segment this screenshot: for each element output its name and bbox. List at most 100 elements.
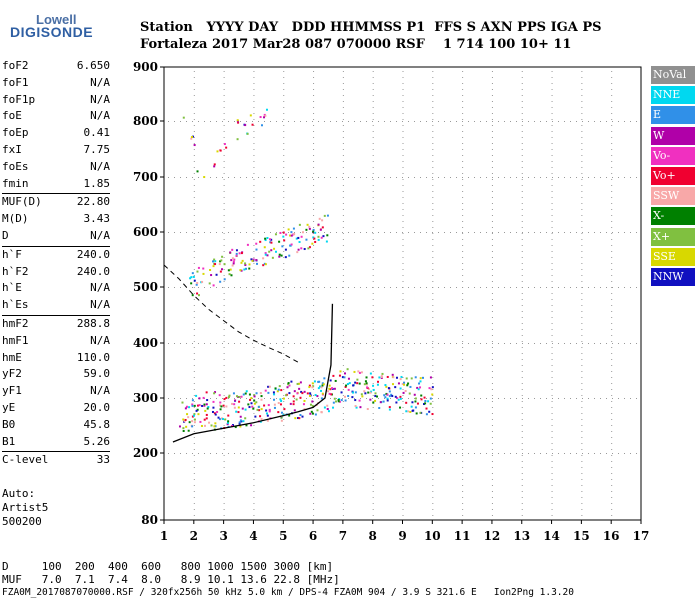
grid-dot bbox=[408, 232, 409, 233]
grid-dot bbox=[253, 431, 255, 432]
grid-dot bbox=[193, 389, 195, 390]
echo-point bbox=[297, 416, 300, 419]
grid-dot bbox=[223, 365, 225, 366]
grid-dot bbox=[318, 177, 319, 178]
grid-dot bbox=[283, 227, 285, 228]
grid-dot bbox=[372, 137, 374, 138]
grid-dot bbox=[342, 401, 344, 402]
grid-dot bbox=[396, 177, 397, 178]
auto-version: 500200 bbox=[2, 515, 42, 528]
grid-dot bbox=[491, 173, 493, 174]
echo-point bbox=[300, 247, 303, 250]
grid-dot bbox=[223, 461, 225, 462]
grid-dot bbox=[432, 179, 434, 180]
param-row: D N/A bbox=[2, 228, 110, 244]
grid-dot bbox=[581, 479, 583, 480]
echo-point bbox=[268, 250, 271, 253]
grid-dot bbox=[462, 155, 464, 156]
grid-dot bbox=[283, 71, 285, 72]
grid-dot bbox=[288, 232, 289, 233]
grid-dot bbox=[432, 263, 434, 264]
grid-dot bbox=[551, 125, 553, 126]
echo-point bbox=[181, 401, 184, 404]
echo-point bbox=[219, 408, 222, 411]
grid-dot bbox=[168, 398, 169, 399]
grid-dot bbox=[253, 227, 255, 228]
grid-dot bbox=[611, 131, 613, 132]
grid-dot bbox=[210, 232, 211, 233]
echo-point bbox=[215, 273, 218, 276]
grid-dot bbox=[551, 221, 553, 222]
echo-point bbox=[323, 406, 326, 409]
grid-dot bbox=[253, 473, 255, 474]
grid-dot bbox=[432, 455, 434, 456]
grid-dot bbox=[198, 232, 199, 233]
grid-dot bbox=[432, 473, 434, 474]
grid-dot bbox=[432, 467, 434, 468]
echo-point bbox=[235, 254, 238, 257]
echo-point bbox=[228, 394, 231, 397]
grid-dot bbox=[516, 287, 517, 288]
grid-dot bbox=[372, 77, 374, 78]
echo-point bbox=[356, 378, 359, 381]
echo-point bbox=[326, 408, 329, 411]
grid-dot bbox=[174, 343, 175, 344]
grid-dot bbox=[402, 371, 404, 372]
grid-dot bbox=[432, 191, 434, 192]
grid-dot bbox=[581, 185, 583, 186]
grid-dot bbox=[283, 341, 285, 342]
grid-dot bbox=[491, 71, 493, 72]
echo-point bbox=[314, 394, 317, 397]
grid-dot bbox=[234, 121, 235, 122]
grid-dot bbox=[402, 221, 404, 222]
echo-point bbox=[303, 390, 306, 393]
grid-dot bbox=[193, 377, 195, 378]
grid-dot bbox=[204, 453, 205, 454]
grid-dot bbox=[492, 121, 493, 122]
grid-dot bbox=[223, 203, 225, 204]
grid-dot bbox=[521, 77, 523, 78]
grid-dot bbox=[342, 453, 343, 454]
grid-dot bbox=[342, 233, 344, 234]
param-value: 110.0 bbox=[76, 350, 110, 364]
grid-dot bbox=[342, 419, 344, 420]
grid-dot bbox=[432, 121, 433, 122]
echo-point bbox=[185, 425, 188, 428]
grid-dot bbox=[462, 221, 464, 222]
echo-point bbox=[288, 384, 291, 387]
grid-dot bbox=[551, 95, 553, 96]
echo-point bbox=[360, 393, 363, 396]
grid-dot bbox=[342, 287, 344, 288]
grid-dot bbox=[468, 453, 469, 454]
grid-dot bbox=[390, 343, 391, 344]
echo-point bbox=[391, 373, 394, 376]
echo-point bbox=[240, 269, 243, 272]
echo-point bbox=[298, 223, 301, 226]
grid-dot bbox=[402, 419, 404, 420]
grid-dot bbox=[193, 71, 195, 72]
grid-dot bbox=[253, 311, 255, 312]
grid-dot bbox=[432, 359, 434, 360]
grid-dot bbox=[611, 455, 613, 456]
grid-dot bbox=[606, 343, 607, 344]
grid-dot bbox=[521, 281, 523, 282]
grid-dot bbox=[462, 359, 464, 360]
grid-dot bbox=[313, 191, 315, 192]
grid-dot bbox=[223, 407, 225, 408]
echo-point bbox=[242, 393, 245, 396]
grid-dot bbox=[223, 509, 225, 510]
grid-dot bbox=[223, 425, 225, 426]
param-row: foEs N/A bbox=[2, 159, 110, 175]
echo-point bbox=[280, 254, 283, 257]
echo-point bbox=[317, 387, 320, 390]
echo-point bbox=[200, 424, 203, 427]
echo-point bbox=[210, 424, 213, 427]
echo-point bbox=[296, 382, 299, 385]
grid-dot bbox=[618, 232, 619, 233]
echo-point bbox=[191, 404, 194, 407]
grid-dot bbox=[372, 203, 374, 204]
x-tick-label: 12 bbox=[484, 529, 501, 543]
grid-dot bbox=[193, 473, 195, 474]
grid-dot bbox=[611, 479, 613, 480]
grid-dot bbox=[372, 269, 374, 270]
